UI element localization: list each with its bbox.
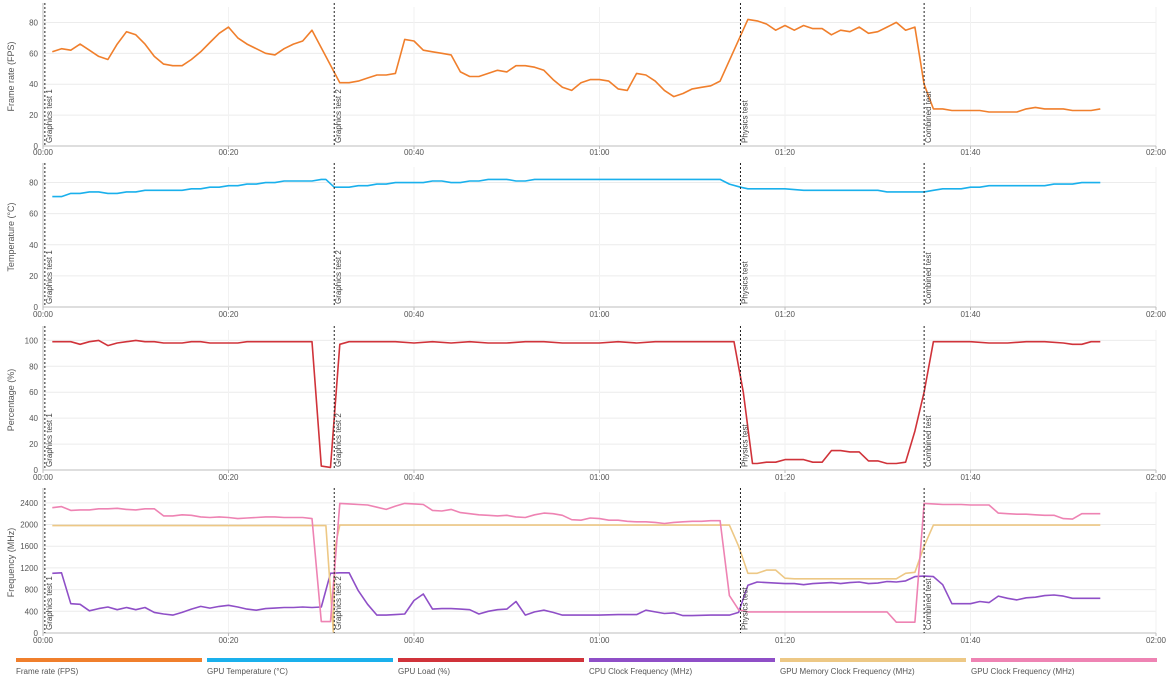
y-tick-label: 20 — [29, 272, 38, 281]
x-tick-label: 00:40 — [404, 310, 425, 319]
legend-label: GPU Load (%) — [398, 667, 451, 676]
y-tick-label: 1600 — [20, 542, 38, 551]
x-tick-label: 00:00 — [33, 310, 54, 319]
legend-item-gpu-memory-clock[interactable]: GPU Memory Clock Frequency (MHz) — [780, 657, 966, 681]
marker-label-graphics-test-2: Graphics test 2 — [334, 89, 343, 143]
legend-item-gpu-temperature[interactable]: GPU Temperature (°C) — [207, 657, 393, 681]
x-tick-label: 00:40 — [404, 473, 425, 482]
y-tick-label: 1200 — [20, 564, 38, 573]
legend-swatch — [16, 658, 202, 662]
y-tick-label: 2400 — [20, 499, 38, 508]
legend-swatch — [780, 658, 966, 662]
y-tick-label: 40 — [29, 241, 38, 250]
legend-item-cpu-clock[interactable]: CPU Clock Frequency (MHz) — [589, 657, 775, 681]
y-tick-label: 100 — [25, 336, 39, 345]
legend-swatch — [971, 658, 1157, 662]
marker-label-graphics-test-2: Graphics test 2 — [334, 413, 343, 467]
marker-label-graphics-test-1: Graphics test 1 — [45, 576, 54, 630]
x-tick-label: 02:00 — [1146, 148, 1167, 157]
y-tick-label: 80 — [29, 179, 38, 188]
marker-label-combined-test: Combined test — [924, 415, 933, 467]
y-tick-label: 60 — [29, 210, 38, 219]
y-axis-label: Frame rate (FPS) — [6, 41, 16, 111]
chart-legend: Frame rate (FPS) GPU Temperature (°C) GP… — [16, 657, 1166, 681]
legend-item-frame-rate[interactable]: Frame rate (FPS) — [16, 657, 202, 681]
benchmark-chart: 0 20 40 60 80 00:00 00:20 00:40 01:00 01:20 01:40 0… — [6, 3, 1167, 645]
marker-label-graphics-test-1: Graphics test 1 — [45, 413, 54, 467]
x-tick-label: 01:40 — [960, 636, 981, 645]
series-line-gpu-memory-clock-frequency-mhz — [52, 524, 1101, 633]
x-tick-label: 01:40 — [960, 148, 981, 157]
x-tick-label: 01:00 — [589, 310, 610, 319]
y-tick-label: 20 — [29, 111, 38, 120]
x-tick-label: 01:00 — [589, 473, 610, 482]
x-tick-label: 02:00 — [1146, 310, 1167, 319]
y-axis-label: Temperature (°C) — [6, 202, 16, 271]
y-tick-label: 2000 — [20, 521, 38, 530]
y-tick-label: 0 — [34, 142, 39, 151]
marker-label-combined-test: Combined test — [924, 578, 933, 630]
y-axis-label: Frequency (MHz) — [6, 528, 16, 598]
x-tick-label: 01:00 — [589, 148, 610, 157]
x-tick-label: 01:20 — [775, 148, 796, 157]
legend-item-gpu-load[interactable]: GPU Load (%) — [398, 657, 584, 681]
y-tick-label: 800 — [25, 586, 39, 595]
marker-label-physics-test: Physics test — [740, 587, 749, 630]
x-tick-label: 02:00 — [1146, 473, 1167, 482]
x-tick-label: 01:40 — [960, 473, 981, 482]
marker-label-physics-test: Physics test — [740, 261, 749, 304]
marker-label-physics-test: Physics test — [740, 100, 749, 143]
y-tick-label: 40 — [29, 414, 38, 423]
series-line-gpu-temperature-c — [52, 178, 1101, 198]
legend-item-gpu-clock[interactable]: GPU Clock Frequency (MHz) — [971, 657, 1157, 681]
series-line-gpu-clock-frequency-mhz — [52, 502, 1101, 623]
x-tick-label: 00:40 — [404, 148, 425, 157]
x-tick-label: 02:00 — [1146, 636, 1167, 645]
legend-label: GPU Memory Clock Frequency (MHz) — [780, 667, 915, 676]
legend-label: GPU Clock Frequency (MHz) — [971, 667, 1075, 676]
y-tick-label: 80 — [29, 18, 38, 27]
marker-label-combined-test: Combined test — [924, 252, 933, 304]
marker-label-combined-test: Combined test — [924, 91, 933, 143]
x-tick-label: 01:20 — [775, 636, 796, 645]
x-tick-label: 01:20 — [775, 473, 796, 482]
x-tick-label: 01:40 — [960, 310, 981, 319]
x-tick-label: 00:00 — [33, 148, 54, 157]
y-tick-label: 400 — [25, 607, 39, 616]
series-line-cpu-clock-frequency-mhz — [52, 572, 1101, 617]
y-tick-label: 0 — [34, 303, 39, 312]
y-tick-label: 80 — [29, 362, 38, 371]
x-tick-label: 00:40 — [404, 636, 425, 645]
legend-label: GPU Temperature (°C) — [207, 667, 288, 676]
legend-label: CPU Clock Frequency (MHz) — [589, 667, 693, 676]
marker-label-graphics-test-2: Graphics test 2 — [334, 250, 343, 304]
x-tick-label: 00:20 — [218, 473, 239, 482]
marker-label-graphics-test-1: Graphics test 1 — [45, 250, 54, 304]
y-tick-label: 40 — [29, 80, 38, 89]
y-tick-label: 0 — [34, 629, 39, 638]
marker-label-graphics-test-2: Graphics test 2 — [334, 576, 343, 630]
legend-label: Frame rate (FPS) — [16, 667, 79, 676]
x-tick-label: 00:00 — [33, 636, 54, 645]
y-tick-label: 20 — [29, 440, 38, 449]
y-tick-label: 0 — [34, 466, 39, 475]
x-tick-label: 00:20 — [218, 636, 239, 645]
x-tick-label: 01:20 — [775, 310, 796, 319]
legend-swatch — [589, 658, 775, 662]
y-tick-label: 60 — [29, 49, 38, 58]
y-tick-label: 60 — [29, 388, 38, 397]
marker-label-graphics-test-1: Graphics test 1 — [45, 89, 54, 143]
legend-swatch — [207, 658, 393, 662]
legend-swatch — [398, 658, 584, 662]
x-tick-label: 01:00 — [589, 636, 610, 645]
x-tick-label: 00:00 — [33, 473, 54, 482]
series-line-frame-rate-fps — [52, 18, 1101, 113]
marker-label-physics-test: Physics test — [740, 424, 749, 467]
y-axis-label: Percentage (%) — [6, 369, 16, 432]
series-line-gpu-load — [52, 339, 1101, 469]
x-tick-label: 00:20 — [218, 310, 239, 319]
x-tick-label: 00:20 — [218, 148, 239, 157]
